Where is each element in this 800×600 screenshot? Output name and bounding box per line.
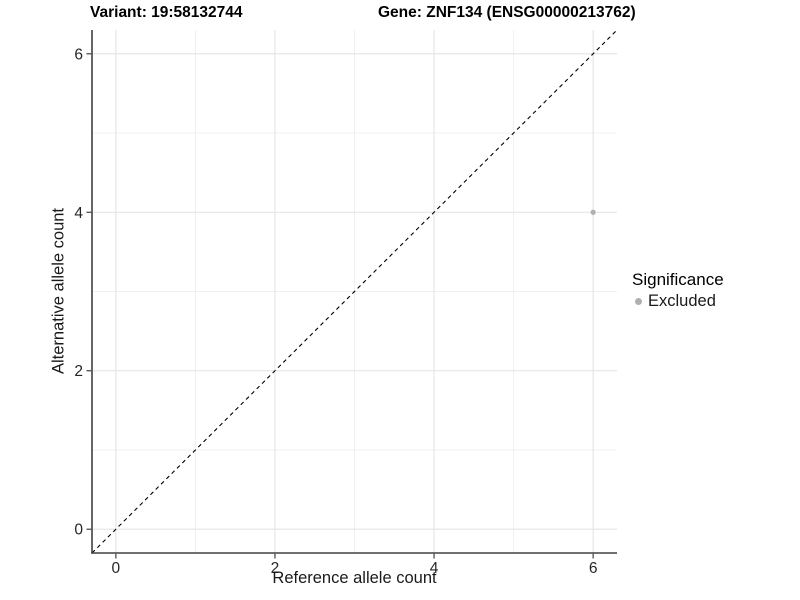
variant-title: Variant: 19:58132744 — [90, 4, 243, 21]
x-tick-label: 0 — [112, 560, 121, 577]
data-point — [590, 209, 596, 215]
legend: Significance Excluded — [632, 270, 724, 311]
legend-item-excluded: Excluded — [632, 292, 724, 311]
y-tick-label: 6 — [74, 46, 83, 63]
x-tick-label: 2 — [271, 560, 280, 577]
y-tick-label: 0 — [74, 522, 83, 539]
x-tick-label: 4 — [430, 560, 439, 577]
legend-key-dot-icon — [635, 298, 642, 305]
y-tick-label: 4 — [74, 205, 83, 222]
legend-title: Significance — [632, 270, 724, 289]
y-axis-title: Alternative allele count — [49, 207, 68, 375]
gene-title: Gene: ZNF134 (ENSG00000213762) — [378, 4, 636, 21]
y-tick-label: 2 — [74, 363, 83, 380]
x-axis-title: Reference allele count — [272, 569, 437, 587]
identity-dashed-line — [91, 29, 618, 554]
x-tick-label: 6 — [589, 560, 598, 577]
legend-item-label: Excluded — [648, 292, 716, 310]
